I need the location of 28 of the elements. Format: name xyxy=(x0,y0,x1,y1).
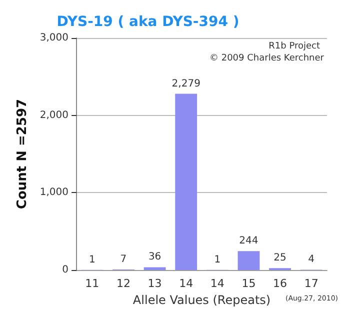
data-label: 2,279 xyxy=(172,78,200,90)
x-tick-label: 14 xyxy=(210,277,224,290)
x-tick-label: 16 xyxy=(273,277,288,290)
data-label: 244 xyxy=(239,236,258,247)
bar xyxy=(175,94,198,270)
annotation: © 2009 Charles Kerchner xyxy=(209,54,324,64)
data-label: 4 xyxy=(308,254,315,266)
y-tick-label: 2,000 xyxy=(40,110,69,121)
x-axis-title: Allele Values (Repeats) xyxy=(132,292,271,307)
y-tick-label: 1,000 xyxy=(40,187,69,198)
annotation: R1b Project xyxy=(268,42,320,52)
data-label: 7 xyxy=(120,254,127,265)
chart-title: DYS-19 ( aka DYS-394 ) xyxy=(56,14,240,30)
y-tick-label: 0 xyxy=(62,264,69,276)
x-tick-label: 14 xyxy=(179,277,194,290)
bar xyxy=(238,251,260,270)
data-label: 1 xyxy=(214,254,221,266)
data-label: 25 xyxy=(274,252,286,264)
x-tick-label: 13 xyxy=(148,277,162,290)
y-tick-label: 3,000 xyxy=(40,32,69,44)
x-tick-label: 17 xyxy=(304,277,318,290)
x-tick-label: 15 xyxy=(242,277,256,290)
data-label: 1 xyxy=(88,254,96,266)
y-axis-title: Count N =2597 xyxy=(15,98,30,210)
x-tick-label: 11 xyxy=(85,277,100,290)
x-tick-label: 12 xyxy=(116,277,130,290)
bar xyxy=(144,267,166,270)
data-label: 36 xyxy=(148,252,162,263)
